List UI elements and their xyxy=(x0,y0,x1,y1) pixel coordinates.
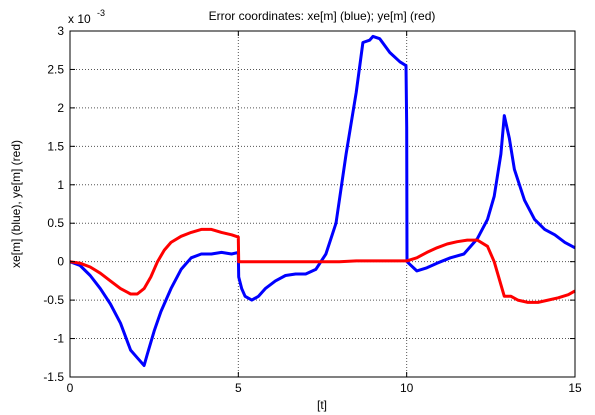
y-tick-label: 3 xyxy=(57,24,64,38)
y-exponent-power: -3 xyxy=(97,8,105,18)
y-tick-label: 0 xyxy=(57,255,64,269)
y-tick-label: 2 xyxy=(57,101,64,115)
y-tick-label: 1.5 xyxy=(47,139,64,153)
x-tick-label: 0 xyxy=(67,381,74,395)
y-exponent-base: x 10 xyxy=(68,12,91,26)
x-tick-label: 5 xyxy=(235,381,242,395)
y-tick-label: 2.5 xyxy=(47,62,64,76)
series-line-1 xyxy=(69,227,576,304)
chart-title: Error coordinates: xe[m] (blue); ye[m] (… xyxy=(209,9,436,23)
grid-layer xyxy=(70,31,575,377)
x-tick-label: 15 xyxy=(568,381,582,395)
x-tick-label: 10 xyxy=(400,381,414,395)
y-tick-label: -0.5 xyxy=(43,293,64,307)
series-layer xyxy=(69,34,576,367)
y-axis-label: xe[m] (blue), ye[m] (red) xyxy=(9,140,23,268)
y-tick-label: 0.5 xyxy=(47,216,64,230)
y-tick-label: 1 xyxy=(57,178,64,192)
x-axis-label: [t] xyxy=(317,398,327,412)
y-tick-label: -1 xyxy=(53,332,64,346)
plot-frame xyxy=(69,30,576,378)
ticks-layer: 0 5 10 15 -1.5 -1 -0.5 0 0.5 1 1.5 2 2.5 3 xyxy=(43,24,582,395)
y-tick-label: -1.5 xyxy=(43,370,64,384)
y-exponent-label: x 10 -3 xyxy=(68,8,105,26)
